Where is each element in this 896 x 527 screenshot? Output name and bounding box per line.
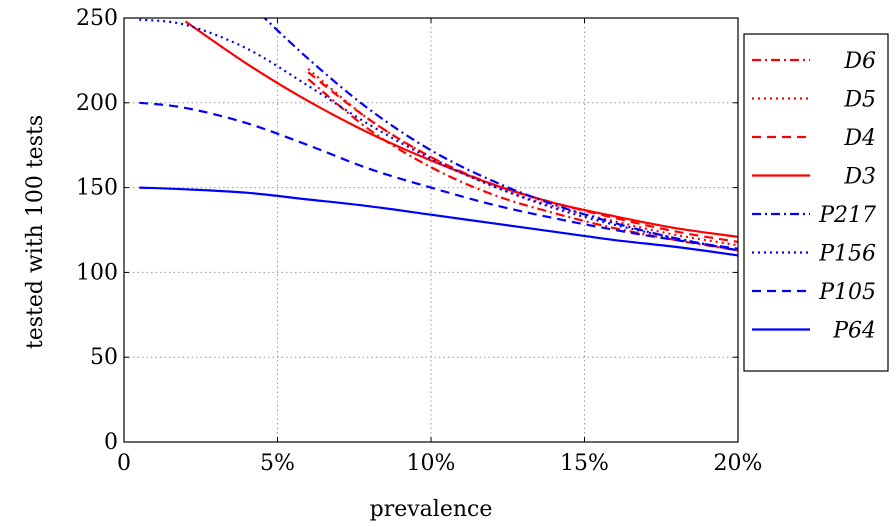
y-tick-label: 150 <box>76 176 118 201</box>
grid <box>124 18 738 442</box>
series-line-p64 <box>139 186 738 257</box>
legend-label-p64: P64 <box>832 319 876 344</box>
x-tick-label: 15% <box>560 451 609 476</box>
series-layer <box>139 18 738 257</box>
y-tick-label: 100 <box>76 260 118 285</box>
x-axis-label: prevalence <box>370 497 493 522</box>
x-tick-label: 20% <box>714 451 763 476</box>
series-line-d4 <box>307 71 738 243</box>
x-tick-label: 5% <box>260 451 295 476</box>
legend-label-p105: P105 <box>818 280 876 305</box>
series-line-d6 <box>307 78 738 252</box>
series-line-p105 <box>139 101 738 250</box>
legend-frame <box>743 33 889 372</box>
legend-label-d5: D5 <box>843 88 876 113</box>
x-tick-label: 10% <box>407 451 456 476</box>
legend: D6 D5 D4 D3 P217 P156 P105 P64 <box>743 33 889 372</box>
legend-label-d3: D3 <box>843 165 876 190</box>
x-tick-label: 0 <box>117 451 131 476</box>
series-line-p217 <box>262 18 738 252</box>
legend-label-d6: D6 <box>843 49 876 74</box>
y-tick-label: 200 <box>76 91 118 116</box>
y-tick-label: 0 <box>104 430 118 455</box>
y-tick-label: 250 <box>76 6 118 31</box>
series-line-d3 <box>184 20 738 238</box>
legend-label-p217: P217 <box>818 203 876 228</box>
series-line-d5 <box>307 68 738 247</box>
legend-label-p156: P156 <box>818 242 876 267</box>
y-axis-label: tested with 100 tests <box>23 115 48 349</box>
y-tick-label: 50 <box>90 345 118 370</box>
ticks: 0 5% 10% 15% 20% 0 50 100 150 200 250 <box>76 6 762 476</box>
legend-label-d4: D4 <box>843 126 876 151</box>
